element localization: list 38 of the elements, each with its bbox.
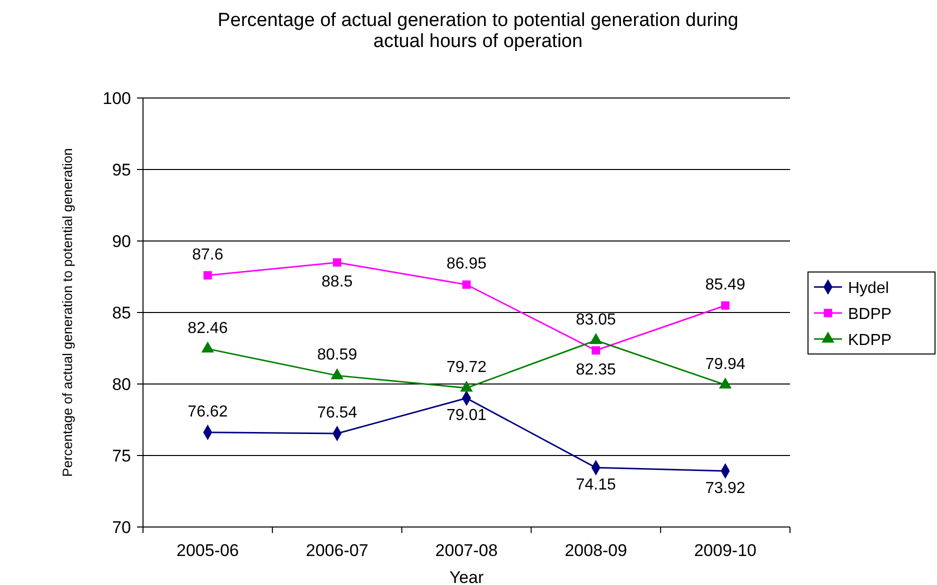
y-tick-label: 85: [112, 304, 131, 322]
y-tick-label: 80: [112, 375, 131, 394]
y-tick-label: 90: [112, 232, 131, 251]
data-label: 79.72: [446, 359, 487, 376]
x-axis-title: Year: [449, 568, 484, 585]
point: [592, 346, 600, 355]
data-label: 82.35: [576, 361, 616, 378]
y-tick-label: 95: [112, 160, 131, 180]
x-tick-label: 2007-08: [435, 541, 498, 560]
data-label: 79.94: [705, 356, 746, 373]
x-tick-label: 2008-09: [564, 541, 628, 560]
legend-label: Hydel: [848, 280, 889, 297]
data-label: 86.95: [446, 256, 487, 273]
data-label: 80.59: [317, 346, 358, 364]
y-axis-title: Percentage of actual generation to potential generation: [60, 148, 75, 477]
data-label: 73.92: [705, 480, 746, 497]
point: [332, 258, 342, 267]
x-tick-label: 2006-07: [306, 541, 368, 560]
x-tick-label: 2005-06: [176, 541, 239, 560]
data-label: 85.49: [705, 276, 746, 294]
data-label: 87.6: [192, 246, 224, 264]
legend-label: BDPP: [848, 306, 892, 323]
y-tick-label: 75: [112, 446, 131, 466]
data-label: 79.01: [446, 407, 487, 424]
x-tick-label: 2009-10: [694, 541, 756, 560]
y-tick-label: 100: [102, 89, 131, 108]
data-label: 76.62: [188, 403, 228, 420]
data-label: 82.46: [188, 320, 228, 337]
data-label: 88.5: [322, 273, 353, 290]
point: [462, 280, 471, 289]
y-tick-label: 70: [112, 518, 131, 537]
point: [721, 301, 730, 310]
data-label: 83.05: [576, 311, 616, 328]
chart-title: Percentage of actual generation to potential generation during actual hours of operation: [218, 10, 738, 52]
point: [204, 271, 212, 280]
legend-label: KDPP: [848, 332, 892, 349]
data-label: 74.15: [576, 476, 616, 494]
data-label: 76.54: [317, 404, 358, 422]
